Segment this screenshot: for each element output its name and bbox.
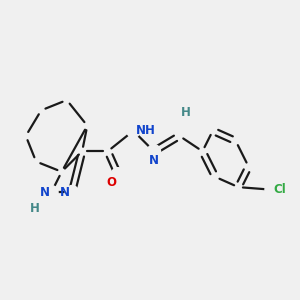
Text: H: H (30, 202, 40, 215)
Text: Cl: Cl (274, 183, 286, 196)
Text: N: N (149, 154, 159, 167)
Circle shape (181, 108, 190, 118)
Circle shape (30, 204, 39, 214)
Circle shape (147, 145, 161, 158)
Circle shape (45, 186, 58, 199)
Text: H: H (181, 106, 191, 119)
Circle shape (111, 168, 125, 181)
Text: N: N (39, 186, 50, 199)
Circle shape (127, 124, 140, 137)
Text: NH: NH (135, 124, 155, 137)
Text: O: O (107, 176, 117, 189)
Text: N: N (60, 186, 70, 199)
Circle shape (265, 183, 278, 196)
Circle shape (65, 186, 79, 199)
